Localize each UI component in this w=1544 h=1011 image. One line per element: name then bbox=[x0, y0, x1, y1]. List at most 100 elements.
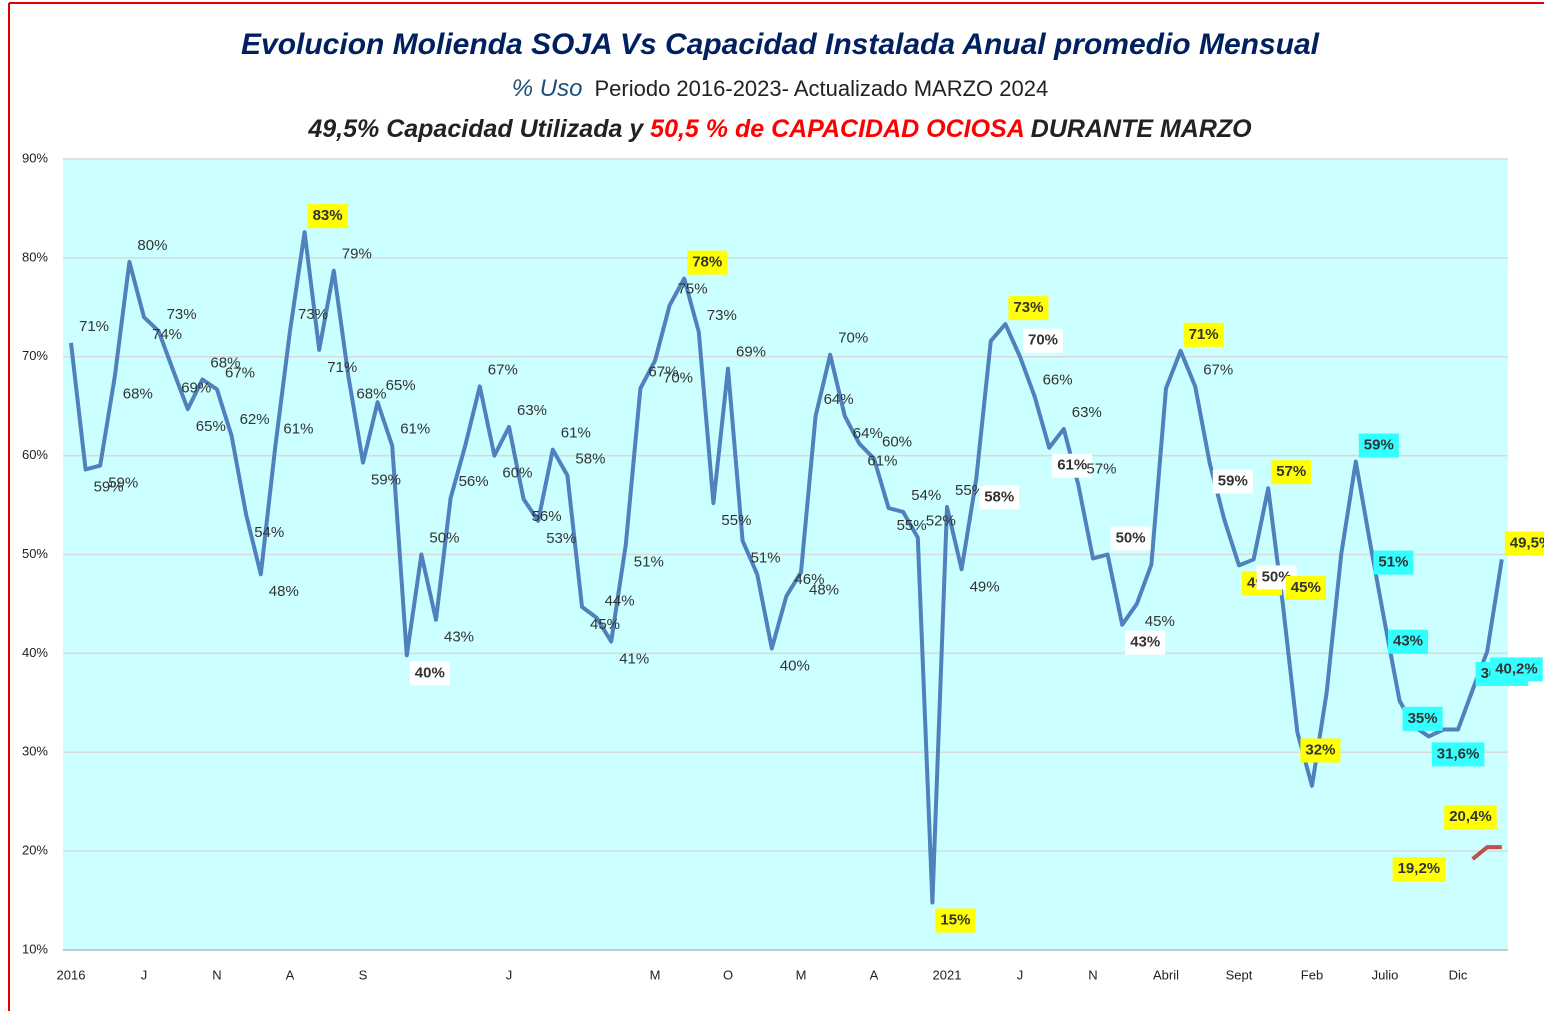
data-label: 67% bbox=[648, 363, 678, 380]
data-label: 69% bbox=[181, 380, 211, 397]
data-label: 73% bbox=[707, 307, 737, 324]
data-label-bg bbox=[687, 250, 728, 275]
y-tick-label: 80% bbox=[22, 249, 48, 264]
data-label: 64% bbox=[853, 425, 883, 442]
data-label: 43% bbox=[1130, 634, 1160, 651]
x-tick-label: Julio bbox=[1372, 967, 1399, 982]
x-tick-label: O bbox=[723, 967, 733, 982]
data-label: 75% bbox=[678, 280, 708, 297]
data-label-bg bbox=[935, 908, 976, 933]
x-tick-label: 2016 bbox=[57, 967, 86, 982]
y-tick-label: 40% bbox=[22, 645, 48, 660]
x-tick-label: J bbox=[1017, 967, 1024, 982]
data-label: 50% bbox=[429, 529, 459, 546]
data-label: 55% bbox=[897, 517, 927, 534]
annotation-part: DURANTE MARZO bbox=[1024, 115, 1252, 143]
x-tick-label: 2021 bbox=[933, 967, 962, 982]
data-label: 45% bbox=[590, 616, 620, 633]
data-label: 67% bbox=[1203, 361, 1233, 378]
data-label: 52% bbox=[926, 513, 956, 530]
data-label-bg bbox=[1358, 433, 1399, 458]
data-label: 65% bbox=[196, 418, 226, 435]
x-tick-label: Sept bbox=[1226, 967, 1253, 982]
data-label: 70% bbox=[838, 330, 868, 347]
data-label: 40% bbox=[415, 664, 445, 681]
data-label: 71% bbox=[79, 318, 109, 335]
data-label: 46% bbox=[794, 571, 824, 588]
data-label: 43% bbox=[1393, 633, 1423, 650]
data-label-bg bbox=[1212, 469, 1253, 494]
data-label: 40% bbox=[780, 657, 810, 674]
data-label-bg bbox=[1490, 657, 1543, 682]
data-label: 57% bbox=[1276, 463, 1306, 480]
data-label: 71% bbox=[327, 359, 357, 376]
data-label: 60% bbox=[502, 465, 532, 482]
data-label: 61% bbox=[867, 453, 897, 470]
data-label: 56% bbox=[459, 473, 489, 490]
y-tick-label: 20% bbox=[22, 843, 48, 858]
data-label-bg bbox=[1285, 575, 1326, 600]
data-label-bg bbox=[1023, 328, 1064, 353]
data-label: 80% bbox=[137, 237, 167, 254]
data-label: 32% bbox=[1305, 741, 1335, 758]
data-label: 68% bbox=[123, 385, 153, 402]
data-label-bg bbox=[1052, 453, 1093, 478]
data-label: 71% bbox=[1189, 326, 1219, 343]
data-label: 59% bbox=[371, 472, 401, 489]
data-label: 48% bbox=[269, 583, 299, 600]
data-label: 58% bbox=[984, 488, 1014, 505]
x-tick-label: J bbox=[506, 967, 513, 982]
y-tick-label: 60% bbox=[22, 447, 48, 462]
data-label: 59% bbox=[1364, 437, 1394, 454]
data-label-bg bbox=[979, 485, 1020, 510]
data-label: 51% bbox=[634, 554, 664, 571]
data-label: 69% bbox=[736, 344, 766, 361]
data-label: 73% bbox=[167, 306, 197, 323]
data-label: 51% bbox=[1378, 554, 1408, 571]
data-line bbox=[1471, 845, 1502, 861]
data-label: 70% bbox=[663, 370, 693, 387]
data-label: 55% bbox=[721, 512, 751, 529]
data-label-bg bbox=[1392, 857, 1446, 882]
data-label: 35% bbox=[1408, 710, 1438, 727]
x-tick-label: Dic bbox=[1449, 967, 1468, 982]
annotation-part: 50,5 % de CAPACIDAD OCIOSA bbox=[650, 115, 1024, 143]
data-label: 68% bbox=[210, 354, 240, 371]
annotation-part: 49,5% Capacidad Utilizada y bbox=[307, 115, 650, 143]
data-label: 54% bbox=[911, 487, 941, 504]
data-label-bg bbox=[1388, 629, 1429, 654]
data-label: 83% bbox=[313, 207, 343, 224]
data-label: 54% bbox=[254, 524, 284, 541]
data-label: 40,2% bbox=[1495, 660, 1538, 677]
data-label: 66% bbox=[1043, 371, 1073, 388]
data-label: 20,4% bbox=[1449, 808, 1492, 825]
data-label: 62% bbox=[240, 411, 270, 428]
data-label: 74% bbox=[152, 326, 182, 343]
x-tick-label: N bbox=[1088, 967, 1097, 982]
data-label: 64% bbox=[824, 391, 854, 408]
data-label: 50% bbox=[1116, 529, 1146, 546]
data-label: 59% bbox=[1218, 473, 1248, 490]
data-label-bg bbox=[1373, 550, 1414, 575]
data-label: 68% bbox=[356, 385, 386, 402]
y-tick-label: 10% bbox=[22, 941, 48, 956]
x-tick-label: A bbox=[286, 967, 295, 982]
data-label-bg bbox=[1110, 526, 1151, 551]
data-label: 61% bbox=[561, 425, 591, 442]
x-tick-label: A bbox=[870, 967, 879, 982]
data-label: 63% bbox=[517, 402, 547, 419]
data-label: 79% bbox=[342, 246, 372, 263]
data-label: 48% bbox=[809, 581, 839, 598]
data-label: 73% bbox=[1013, 299, 1043, 316]
data-label: 61% bbox=[283, 421, 313, 438]
chart-subtitle: % Uso Periodo 2016-2023- Actualizado MARZ… bbox=[512, 75, 1048, 102]
data-label-bg bbox=[1183, 322, 1224, 347]
data-label: 31,6% bbox=[1437, 745, 1480, 762]
data-label-bg bbox=[1271, 460, 1312, 485]
data-label-bg bbox=[307, 204, 348, 229]
data-label: 45% bbox=[1291, 579, 1321, 596]
data-label-bg bbox=[1504, 531, 1544, 556]
data-line bbox=[69, 230, 1504, 905]
data-label: 70% bbox=[1028, 332, 1058, 349]
